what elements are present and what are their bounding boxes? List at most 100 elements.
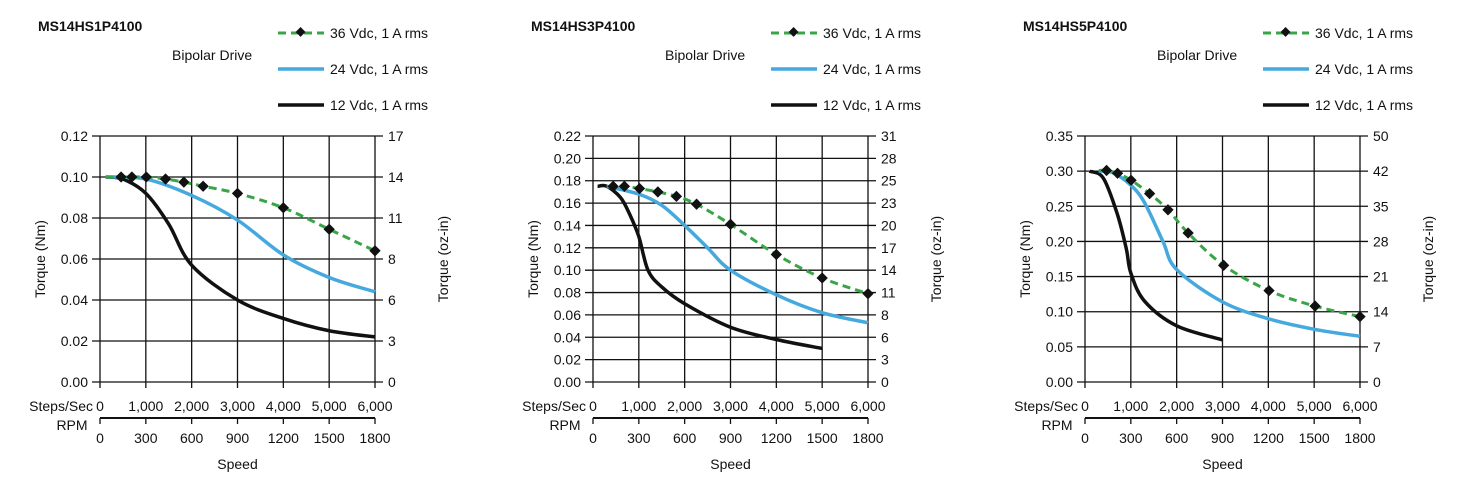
x-rpm-tick-label: 1200	[268, 430, 299, 446]
legend-label: 24 Vdc, 1 A rms	[330, 61, 429, 77]
x-steps-tick-label: 2,000	[1159, 398, 1194, 414]
series-line-v12	[597, 183, 823, 351]
chart-title: MS14HS5P4100	[1023, 18, 1128, 34]
data-point-v36	[159, 173, 172, 185]
x-steps-tick-label: 3,000	[1205, 398, 1240, 414]
y2-tick-label: 14	[881, 262, 897, 278]
legend-label: 24 Vdc, 1 A rms	[823, 61, 922, 77]
steps-axis-label: Steps/Sec	[522, 398, 586, 414]
data-point-v36	[1217, 259, 1230, 271]
rpm-axis-label: RPM	[549, 417, 580, 433]
y2-axis-label: Torque (oz-in)	[435, 216, 451, 302]
data-point-v36	[277, 202, 289, 214]
series-line-v12	[1088, 169, 1224, 342]
x-rpm-tick-label: 900	[719, 430, 743, 446]
data-point-v36	[178, 176, 190, 188]
y-tick-label: 0.00	[61, 374, 88, 390]
plot-svg: 0.00 0 0.02 3 0.04 6 0.06 8 0.08 11 0.10 14 0.12 17 0.…	[522, 128, 944, 472]
x-rpm-tick-label: 0	[96, 430, 104, 446]
steps-axis-label: Steps/Sec	[1014, 398, 1078, 414]
data-point-v36	[652, 186, 664, 198]
y2-tick-label: 31	[881, 128, 897, 144]
y2-tick-label: 14	[1373, 304, 1389, 320]
legend-swatch	[771, 26, 817, 37]
legend-swatch	[771, 67, 817, 71]
data-point-v36	[770, 248, 782, 261]
data-point-v36	[126, 171, 138, 183]
legend-item: 12 Vdc, 1 A rms	[278, 96, 428, 114]
legend-item: 36 Vdc, 1 A rms	[1263, 24, 1413, 42]
data-point-v36	[1354, 310, 1366, 323]
x-rpm-tick-label: 300	[627, 430, 651, 446]
y2-tick-label: 11	[388, 210, 403, 226]
y-tick-label: 0.10	[554, 262, 581, 278]
x-steps-tick-label: 5,000	[805, 398, 840, 414]
x-steps-tick-label: 5,000	[312, 398, 347, 414]
y-tick-label: 0.14	[554, 217, 581, 233]
y-tick-label: 0.20	[554, 150, 581, 166]
data-point-v36	[140, 171, 152, 183]
y2-tick-label: 8	[881, 307, 889, 323]
y2-tick-label: 20	[881, 217, 897, 233]
legend-swatch	[1263, 26, 1309, 37]
y-tick-label: 0.02	[554, 352, 581, 368]
rpm-axis-label: RPM	[1041, 417, 1072, 433]
x-rpm-tick-label: 900	[1211, 430, 1235, 446]
y-tick-label: 0.12	[554, 240, 581, 256]
x-rpm-tick-label: 600	[673, 430, 697, 446]
y2-tick-label: 50	[1373, 128, 1389, 144]
y-tick-label: 0.10	[61, 169, 88, 185]
data-point-v36	[816, 272, 828, 284]
plot-svg: 0.00 0 0.02 3 0.04 6 0.06 8 0.08 11 0.10 14 0.12 17 0 0…	[29, 128, 451, 472]
x-steps-tick-label: 6,000	[1342, 398, 1377, 414]
steps-axis-label: Steps/Sec	[29, 398, 93, 414]
y2-tick-label: 25	[881, 173, 897, 189]
y-tick-label: 0.12	[61, 128, 88, 144]
data-point-v36	[197, 180, 209, 192]
legend-label: 36 Vdc, 1 A rms	[823, 25, 922, 41]
y-tick-label: 0.16	[554, 195, 581, 211]
legend-label: 36 Vdc, 1 A rms	[330, 25, 429, 41]
x-steps-tick-label: 3,000	[713, 398, 748, 414]
y2-tick-label: 6	[388, 292, 396, 308]
y-tick-label: 0.20	[1046, 233, 1073, 249]
legend-swatch	[1263, 103, 1309, 107]
x-steps-tick-label: 1,000	[621, 398, 656, 414]
chart-title: MS14HS1P4100	[38, 18, 143, 34]
x-axis-label: Speed	[1202, 456, 1242, 472]
y2-tick-label: 42	[1373, 163, 1389, 179]
y-tick-label: 0.02	[61, 333, 88, 349]
y-axis-label: Torque (Nm)	[525, 220, 541, 298]
chart-subtitle: Bipolar Drive	[665, 47, 746, 63]
x-steps-tick-label: 6,000	[850, 398, 885, 414]
data-point-v36	[862, 288, 874, 300]
data-point-v36	[231, 187, 244, 200]
data-point-v36	[670, 190, 683, 203]
y2-tick-label: 3	[388, 333, 396, 349]
x-rpm-tick-label: 1500	[314, 430, 345, 446]
legend-item: 12 Vdc, 1 A rms	[771, 96, 921, 114]
x-steps-tick-label: 0	[96, 398, 104, 414]
x-steps-tick-label: 1,000	[128, 398, 163, 414]
y2-tick-label: 3	[881, 352, 889, 368]
y2-axis-label: Torque (oz-in)	[1420, 216, 1436, 302]
y-tick-label: 0.15	[1046, 269, 1073, 285]
series-line-v12	[105, 175, 376, 339]
legend-label: 36 Vdc, 1 A rms	[1315, 25, 1414, 41]
x-steps-tick-label: 0	[1081, 398, 1089, 414]
data-point-v36	[369, 245, 381, 257]
legend-item: 36 Vdc, 1 A rms	[278, 24, 428, 42]
data-point-v36	[1125, 174, 1137, 186]
legend-swatch	[771, 103, 817, 107]
y2-tick-label: 35	[1373, 198, 1389, 214]
data-point-v36	[1182, 227, 1194, 239]
legend-label: 12 Vdc, 1 A rms	[1315, 97, 1414, 113]
y2-tick-label: 0	[1373, 374, 1381, 390]
data-point-v36	[1263, 284, 1275, 297]
legend-item: 24 Vdc, 1 A rms	[771, 60, 921, 78]
x-rpm-tick-label: 600	[180, 430, 204, 446]
x-rpm-tick-label: 0	[589, 430, 597, 446]
series-line-v24	[1098, 169, 1361, 339]
x-steps-tick-label: 4,000	[266, 398, 301, 414]
data-point-v36	[690, 198, 703, 210]
